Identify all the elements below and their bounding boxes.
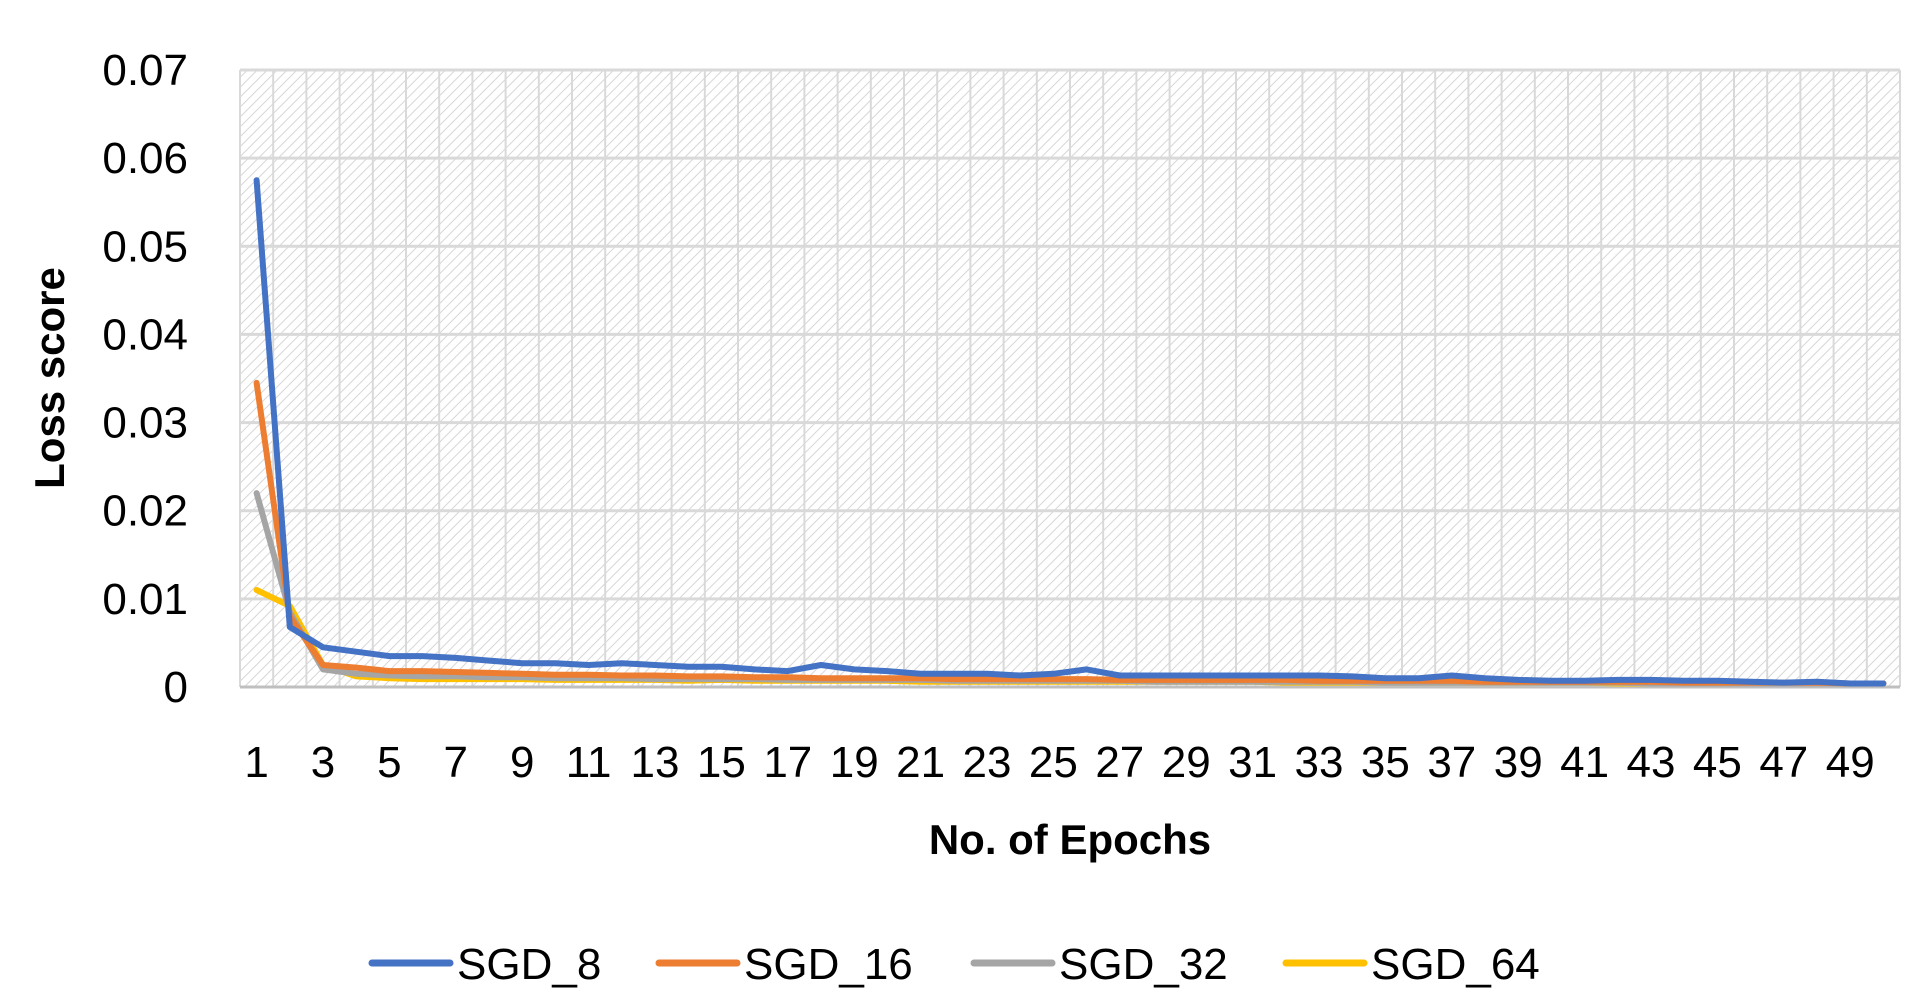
- y-tick-label: 0.07: [102, 46, 188, 95]
- x-tick-label: 31: [1228, 738, 1277, 787]
- legend-label: SGD_8: [457, 940, 601, 989]
- x-tick-label: 7: [444, 738, 468, 787]
- y-axis: 0 0.01 0.02 0.03 0.04 0.05 0.06 0.07: [102, 46, 188, 712]
- x-tick-label: 23: [963, 738, 1012, 787]
- y-tick-label: 0.04: [102, 310, 188, 359]
- x-tick-label: 19: [830, 738, 879, 787]
- x-tick-label: 13: [631, 738, 680, 787]
- legend-label: SGD_64: [1371, 940, 1540, 989]
- x-tick-label: 21: [896, 738, 945, 787]
- x-tick-label: 29: [1162, 738, 1211, 787]
- x-tick-label: 39: [1494, 738, 1543, 787]
- y-tick-label: 0.03: [102, 399, 188, 448]
- series-line-sgd-8: [253, 177, 1887, 687]
- legend-label: SGD_16: [744, 940, 913, 989]
- x-tick-label: 9: [510, 738, 534, 787]
- legend-label: SGD_32: [1059, 940, 1228, 989]
- x-tick-label: 43: [1627, 738, 1676, 787]
- legend: SGD_8 SGD_16 SGD_32 SGD_64: [368, 940, 1540, 989]
- y-tick-label: 0: [164, 663, 188, 712]
- x-tick-label: 17: [763, 738, 812, 787]
- x-tick-label: 45: [1693, 738, 1742, 787]
- x-axis-title: No. of Epochs: [929, 816, 1211, 863]
- x-axis: 1 3 5 7 9 11 13 15 17 19 21 23 25 27 29 31 33 35 37 39 41 43 4…: [240, 685, 1900, 787]
- x-tick-label: 15: [697, 738, 746, 787]
- x-tick-label: 33: [1295, 738, 1344, 787]
- x-tick-label: 25: [1029, 738, 1078, 787]
- x-tick-label: 49: [1826, 738, 1875, 787]
- x-tick-label: 1: [244, 738, 268, 787]
- y-tick-label: 0.01: [102, 575, 188, 624]
- x-tick-label: 11: [566, 738, 612, 787]
- x-tick-label: 41: [1560, 738, 1609, 787]
- series-lines: [253, 177, 1887, 687]
- x-tick-label: 5: [377, 738, 401, 787]
- y-tick-label: 0.06: [102, 134, 188, 183]
- y-axis-title: Loss score: [26, 267, 73, 489]
- x-tick-label: 27: [1095, 738, 1144, 787]
- x-tick-label: 47: [1759, 738, 1808, 787]
- x-tick-label: 37: [1427, 738, 1476, 787]
- x-tick-label: 35: [1361, 738, 1410, 787]
- y-tick-label: 0.05: [102, 222, 188, 271]
- y-tick-label: 0.02: [102, 487, 188, 536]
- x-tick-label: 3: [311, 738, 335, 787]
